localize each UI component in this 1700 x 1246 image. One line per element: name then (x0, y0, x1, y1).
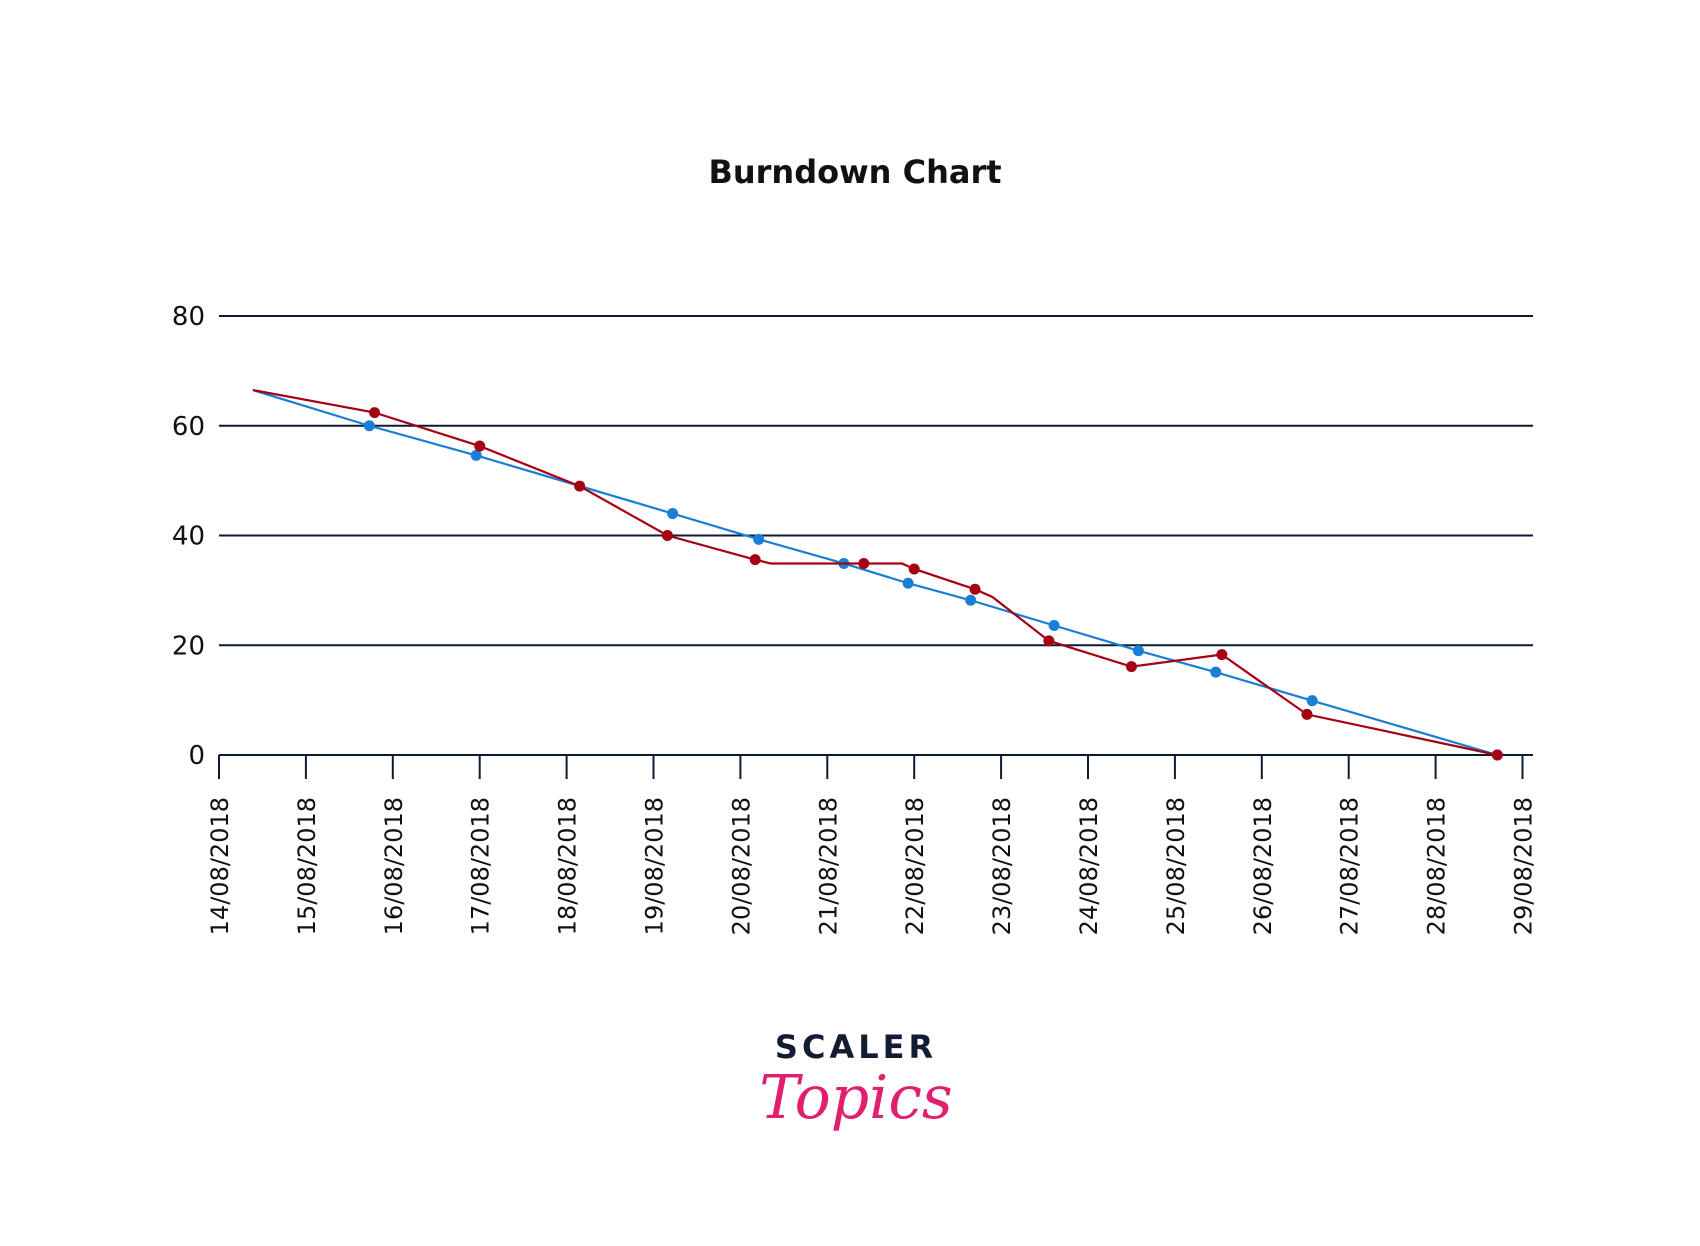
data-point-ideal (965, 594, 977, 606)
data-point-actual (474, 440, 486, 452)
data-point-actual (749, 554, 761, 566)
data-point-ideal (1048, 619, 1060, 631)
data-point-actual (661, 530, 673, 541)
data-point-ideal (363, 420, 375, 432)
data-point-ideal (753, 533, 765, 545)
y-tick-label: 20 (172, 631, 205, 661)
logo-scaler-text: SCALER (775, 1028, 937, 1066)
x-tick-label: 17/08/2018 (467, 797, 495, 935)
x-tick-label: 29/08/2018 (1510, 797, 1538, 935)
y-tick-label: 40 (172, 522, 205, 552)
x-tick-label: 14/08/2018 (206, 797, 234, 935)
x-tick-label: 23/08/2018 (988, 797, 1016, 935)
x-tick-label: 16/08/2018 (380, 797, 408, 935)
data-point-actual (1125, 661, 1137, 673)
scaler-topics-logo: SCALER Topics (759, 1028, 952, 1133)
y-tick-label: 60 (172, 412, 205, 442)
x-tick-label: 28/08/2018 (1423, 797, 1451, 935)
data-point-actual (574, 480, 586, 492)
x-tick-label: 21/08/2018 (814, 797, 842, 935)
chart-title: Burndown Chart (708, 153, 1001, 191)
x-tick-label: 15/08/2018 (293, 797, 321, 935)
y-tick-label: 0 (188, 741, 205, 771)
x-tick-label: 19/08/2018 (641, 797, 669, 935)
data-point-actual (969, 583, 981, 595)
data-point-ideal (902, 577, 914, 589)
x-tick-label: 25/08/2018 (1162, 797, 1190, 935)
x-tick-label: 18/08/2018 (554, 797, 582, 935)
data-point-actual (1491, 749, 1503, 761)
data-point-actual (1216, 649, 1228, 661)
x-tick-label: 22/08/2018 (901, 797, 929, 935)
data-point-actual (1301, 708, 1313, 720)
data-point-ideal (1306, 695, 1318, 707)
x-tick-label: 20/08/2018 (727, 797, 755, 935)
data-point-ideal (470, 449, 482, 461)
data-point-actual (1043, 635, 1055, 647)
data-point-actual (369, 407, 381, 419)
series-line-actual (252, 388, 1498, 757)
data-point-ideal (1210, 666, 1222, 678)
data-point-ideal (1132, 645, 1144, 657)
x-tick-label: 24/08/2018 (1075, 797, 1103, 935)
data-point-actual (908, 563, 920, 575)
x-tick-label: 26/08/2018 (1249, 797, 1277, 935)
data-point-ideal (667, 508, 679, 520)
x-tick-label: 27/08/2018 (1336, 797, 1364, 935)
data-point-actual (858, 557, 870, 569)
y-tick-label: 80 (172, 302, 205, 332)
logo-topics-text: Topics (759, 1063, 952, 1133)
